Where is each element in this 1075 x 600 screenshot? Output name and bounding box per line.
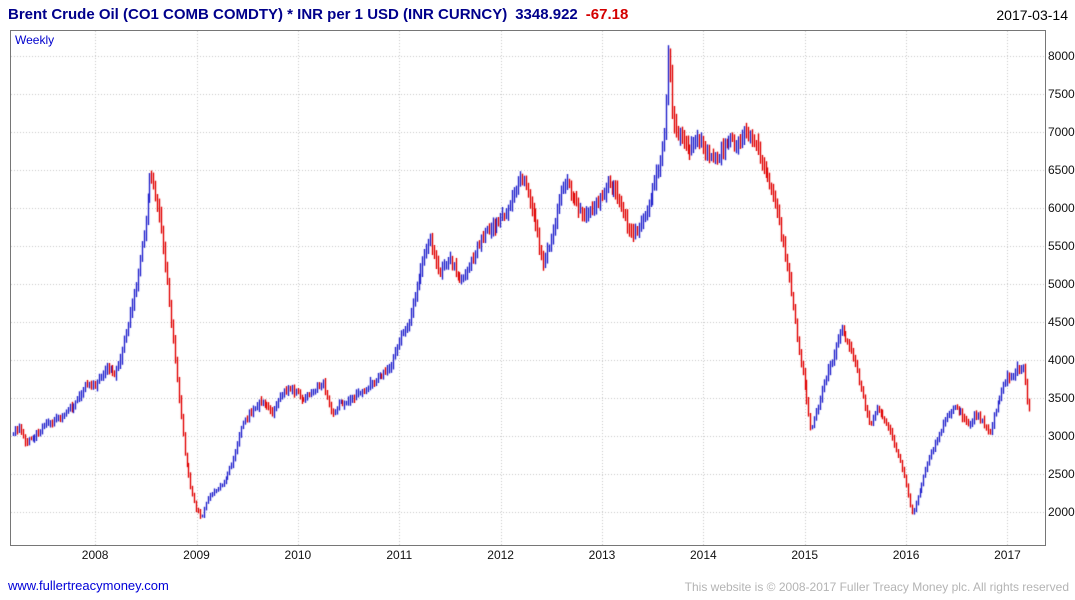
price-change: -67.18 [585,6,629,23]
y-tick-label: 8000 [1048,49,1075,64]
website-link[interactable]: www.fullertreacymoney.com [8,578,169,593]
y-tick-label: 4000 [1048,353,1075,368]
x-tick-label: 2017 [994,548,1021,562]
price-chart-canvas[interactable] [11,31,1045,545]
instrument-title: Brent Crude Oil (CO1 COMB COMDTY) * INR … [8,6,508,23]
y-tick-label: 3500 [1048,391,1075,406]
y-tick-label: 6500 [1048,163,1075,178]
x-tick-label: 2012 [487,548,514,562]
last-price: 3348.922 [515,6,578,23]
x-tick-label: 2014 [690,548,717,562]
y-tick-label: 6000 [1048,201,1075,216]
x-tick-label: 2008 [81,548,109,562]
copyright-text: This website is © 2008-2017 Fuller Treac… [684,580,1069,594]
y-tick-label: 5500 [1048,239,1075,254]
y-tick-label: 2000 [1048,505,1075,520]
y-tick-label: 4500 [1048,315,1075,330]
plot-area: Weekly [10,30,1046,546]
y-tick-label: 3000 [1048,429,1075,444]
x-tick-label: 2015 [791,548,819,562]
frequency-label: Weekly [15,33,55,47]
x-tick-label: 2009 [183,548,210,562]
x-tick-label: 2013 [588,548,616,562]
y-tick-label: 5000 [1048,277,1075,292]
quote-date: 2017-03-14 [996,7,1068,23]
x-tick-label: 2011 [386,548,413,562]
x-tick-label: 2016 [892,548,920,562]
x-tick-label: 2010 [284,548,312,562]
y-tick-label: 2500 [1048,467,1075,482]
chart-title: Brent Crude Oil (CO1 COMB COMDTY) * INR … [8,6,628,23]
y-tick-label: 7000 [1048,125,1075,140]
y-tick-label: 7500 [1048,87,1075,102]
